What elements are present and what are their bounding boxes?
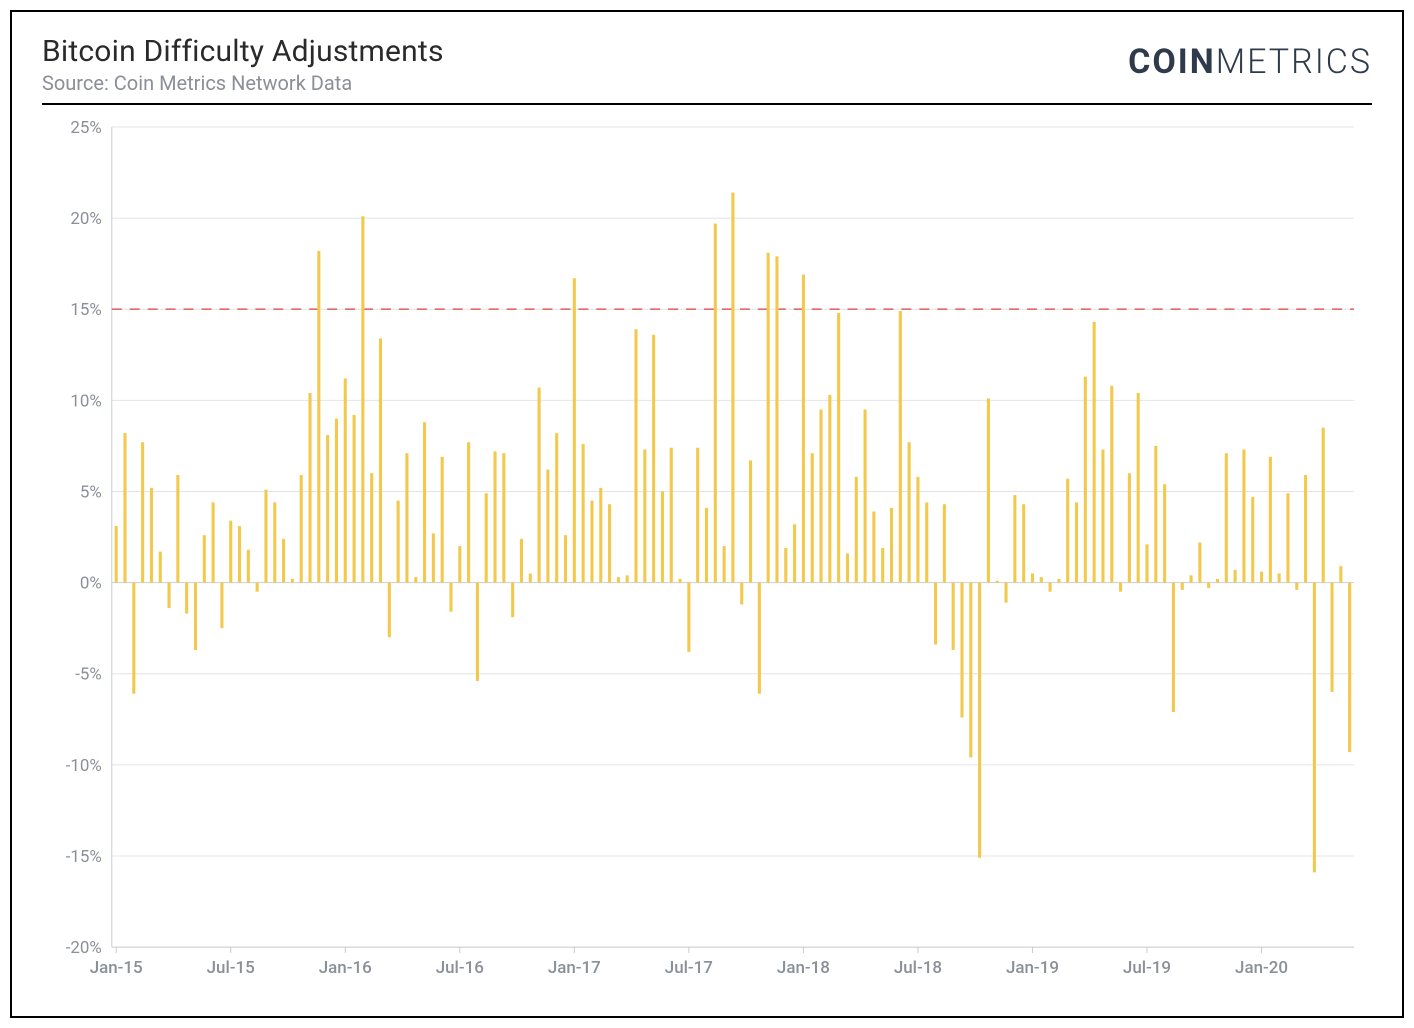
svg-text:Jan-20: Jan-20 — [1235, 958, 1288, 978]
svg-text:Jan-17: Jan-17 — [548, 958, 601, 978]
svg-text:0%: 0% — [80, 574, 102, 594]
logo-light: METRICS — [1216, 42, 1372, 82]
svg-text:-5%: -5% — [75, 665, 102, 685]
svg-text:Jan-19: Jan-19 — [1006, 958, 1059, 978]
svg-text:Jul-16: Jul-16 — [436, 958, 484, 978]
svg-text:20%: 20% — [70, 209, 101, 229]
svg-text:5%: 5% — [80, 482, 102, 502]
chart-subtitle: Source: Coin Metrics Network Data — [42, 71, 444, 95]
svg-text:-10%: -10% — [66, 756, 102, 776]
svg-text:Jul-15: Jul-15 — [207, 958, 255, 978]
brand-logo: COINMETRICS — [1128, 34, 1372, 82]
svg-text:Jul-19: Jul-19 — [1123, 958, 1171, 978]
logo-bold: COIN — [1128, 42, 1216, 82]
svg-text:Jan-16: Jan-16 — [319, 958, 372, 978]
svg-text:-20%: -20% — [66, 938, 102, 958]
svg-text:Jan-18: Jan-18 — [777, 958, 830, 978]
header-titles: Bitcoin Difficulty Adjustments Source: C… — [42, 34, 444, 95]
svg-text:25%: 25% — [70, 118, 101, 138]
svg-text:-15%: -15% — [66, 847, 102, 867]
svg-text:15%: 15% — [70, 300, 101, 320]
svg-text:Jan-15: Jan-15 — [90, 958, 143, 978]
chart-frame: Bitcoin Difficulty Adjustments Source: C… — [10, 10, 1404, 1018]
bar-chart: -20% -15% -10% -5% 0% 5% 10% 15% 20% 25% Jan-15 Jul… — [42, 109, 1372, 987]
svg-text:Jul-17: Jul-17 — [665, 958, 713, 978]
chart-area: -20% -15% -10% -5% 0% 5% 10% 15% 20% 25% Jan-15 Jul… — [42, 109, 1372, 987]
chart-header: Bitcoin Difficulty Adjustments Source: C… — [42, 34, 1372, 105]
chart-title: Bitcoin Difficulty Adjustments — [42, 34, 444, 69]
svg-text:10%: 10% — [70, 391, 101, 411]
svg-text:Jul-18: Jul-18 — [894, 958, 942, 978]
